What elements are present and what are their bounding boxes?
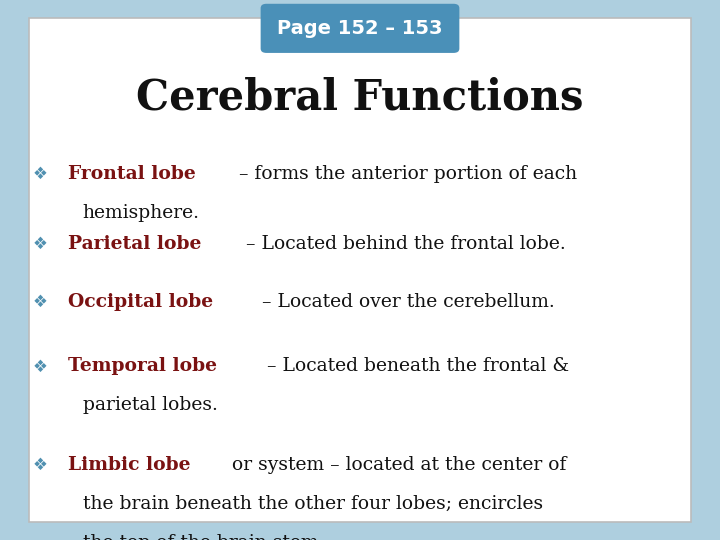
Text: ❖: ❖ — [32, 456, 47, 474]
Text: – forms the anterior portion of each: – forms the anterior portion of each — [233, 165, 577, 183]
Text: – Located beneath the frontal &: – Located beneath the frontal & — [261, 357, 569, 375]
Text: ❖: ❖ — [32, 235, 47, 253]
Text: – Located behind the frontal lobe.: – Located behind the frontal lobe. — [240, 235, 566, 253]
FancyBboxPatch shape — [261, 4, 459, 53]
Text: – Located over the cerebellum.: – Located over the cerebellum. — [256, 293, 554, 310]
Text: parietal lobes.: parietal lobes. — [83, 396, 217, 414]
Text: ❖: ❖ — [32, 357, 47, 375]
Text: the brain beneath the other four lobes; encircles: the brain beneath the other four lobes; … — [83, 495, 543, 513]
Text: hemisphere.: hemisphere. — [83, 204, 200, 221]
Text: Cerebral Functions: Cerebral Functions — [136, 76, 584, 118]
Text: Frontal lobe: Frontal lobe — [68, 165, 196, 183]
FancyBboxPatch shape — [29, 18, 691, 522]
Text: ❖: ❖ — [32, 293, 47, 310]
Text: Parietal lobe: Parietal lobe — [68, 235, 202, 253]
Text: Limbic lobe: Limbic lobe — [68, 456, 191, 474]
Text: Page 152 – 153: Page 152 – 153 — [277, 19, 443, 38]
Text: the top of the brain stem.: the top of the brain stem. — [83, 534, 324, 540]
Text: Temporal lobe: Temporal lobe — [68, 357, 217, 375]
Text: Occipital lobe: Occipital lobe — [68, 293, 214, 310]
Text: ❖: ❖ — [32, 165, 47, 183]
Text: or system – located at the center of: or system – located at the center of — [227, 456, 567, 474]
